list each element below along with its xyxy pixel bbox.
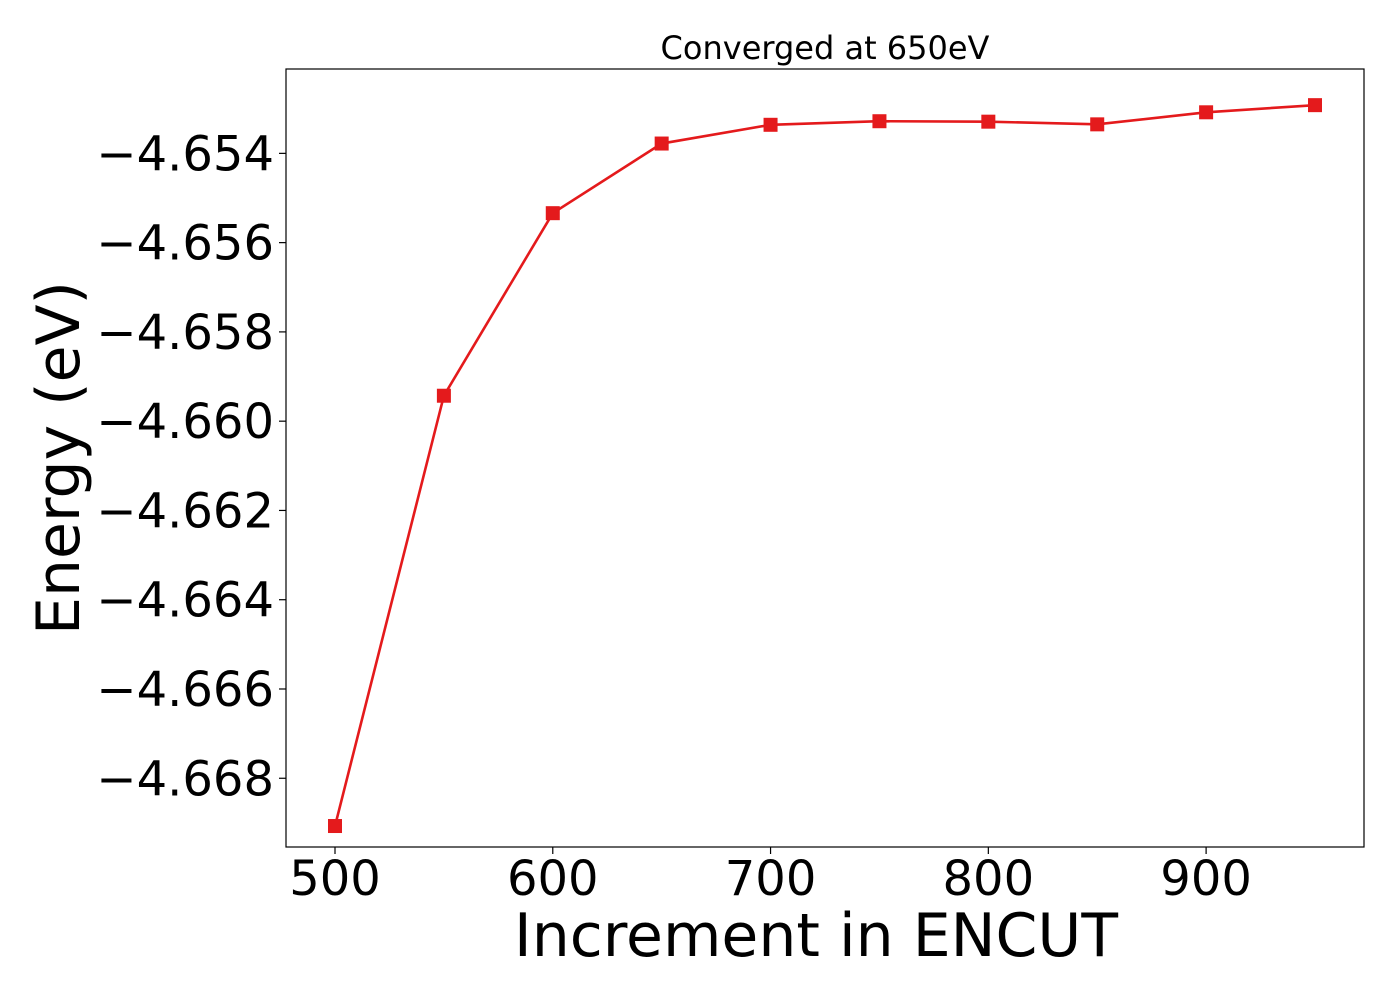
data-point-marker — [1199, 105, 1214, 120]
data-point-marker — [545, 206, 560, 221]
x-axis-label: Increment in ENCUT — [514, 901, 1118, 971]
x-tick-label: 600 — [507, 851, 599, 907]
data-point-marker — [1308, 98, 1322, 113]
y-tick-label: −4.654 — [96, 126, 274, 182]
y-tick-label: −4.664 — [96, 573, 274, 629]
data-point-marker — [981, 114, 996, 129]
data-point-marker — [654, 136, 669, 151]
x-tick-label: 500 — [289, 851, 381, 907]
chart-title: Converged at 650eV — [661, 29, 990, 67]
y-tick-label: −4.662 — [96, 483, 274, 539]
y-tick-label: −4.660 — [96, 394, 274, 450]
x-tick-label: 700 — [725, 851, 817, 907]
y-tick-label: −4.656 — [96, 216, 274, 272]
data-point-marker — [763, 117, 778, 132]
x-tick-label: 900 — [1160, 851, 1252, 907]
x-tick-label: 800 — [943, 851, 1035, 907]
plot-series — [328, 98, 1322, 834]
y-axis-label: Energy (eV) — [24, 281, 94, 635]
y-tick-label: −4.658 — [96, 305, 274, 361]
data-point-marker — [1090, 117, 1105, 132]
axes-ticks: 500 600 700 800 900 −4.668 −4.666 −4.664 −4.662 −… — [96, 126, 1252, 907]
data-point-marker — [436, 388, 451, 403]
y-tick-label: −4.666 — [96, 662, 274, 718]
y-tick-label: −4.668 — [96, 751, 274, 807]
data-point-marker — [872, 114, 887, 129]
plot-frame — [285, 68, 1365, 848]
series-line — [333, 103, 1316, 827]
data-point-marker — [328, 819, 342, 834]
